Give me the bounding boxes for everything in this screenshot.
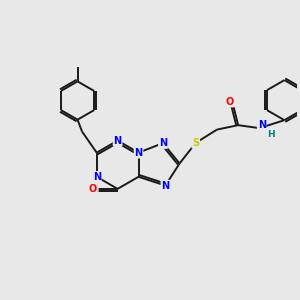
Text: O: O bbox=[89, 184, 97, 194]
Text: N: N bbox=[159, 138, 167, 148]
Text: S: S bbox=[192, 138, 199, 148]
Text: O: O bbox=[226, 97, 234, 106]
Text: N: N bbox=[134, 148, 142, 158]
Text: N: N bbox=[113, 136, 122, 146]
Text: H: H bbox=[267, 130, 274, 139]
Text: N: N bbox=[93, 172, 101, 182]
Text: N: N bbox=[258, 120, 266, 130]
Text: N: N bbox=[161, 181, 169, 190]
Text: H: H bbox=[91, 185, 98, 194]
